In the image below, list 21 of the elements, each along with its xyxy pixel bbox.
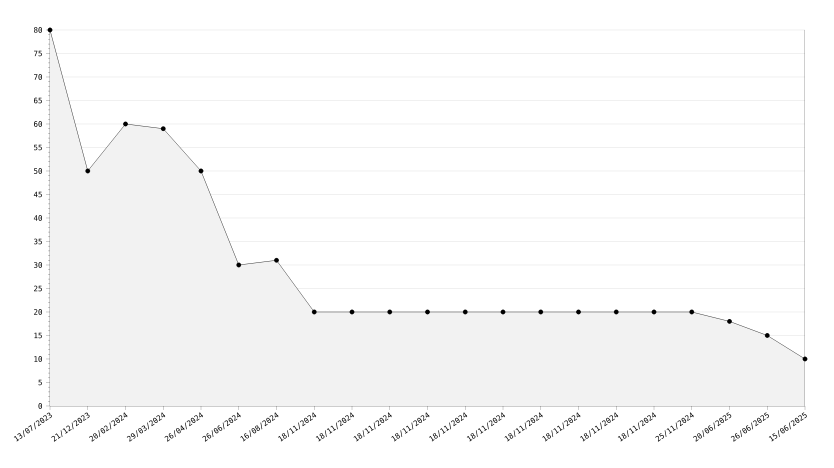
point: [576, 310, 581, 314]
point: [727, 318, 732, 324]
point: [198, 168, 204, 174]
point: [312, 310, 317, 314]
point: [652, 310, 656, 314]
point: [85, 168, 90, 174]
point: [425, 310, 430, 314]
point: [160, 126, 166, 132]
point: [500, 310, 506, 314]
point: [123, 122, 128, 126]
point: [350, 310, 354, 314]
point: [48, 28, 52, 32]
point: [462, 310, 468, 314]
point: [387, 310, 392, 314]
point: [802, 356, 808, 362]
point: [689, 310, 694, 314]
point: [614, 310, 619, 314]
point: [236, 262, 242, 268]
point: [538, 310, 544, 314]
point: [274, 258, 279, 263]
point: [764, 333, 770, 338]
